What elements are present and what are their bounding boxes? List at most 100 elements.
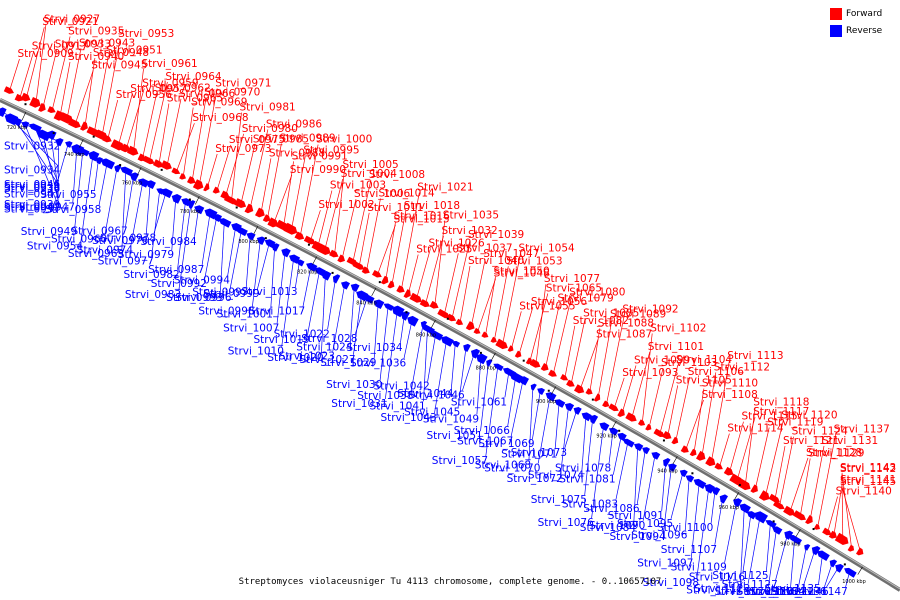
leader-line xyxy=(636,449,646,504)
reverse-gene-arrow xyxy=(256,236,266,245)
forward-gene-arrow xyxy=(705,456,716,467)
reverse-gene-label: Strvi_0967 xyxy=(72,225,128,237)
leader-line xyxy=(403,320,413,359)
reverse-gene-arrow xyxy=(844,567,857,578)
leader-line xyxy=(10,118,59,166)
misc-feature xyxy=(618,429,621,432)
leader-line xyxy=(552,297,572,375)
forward-gene-label: Strvi_1115 xyxy=(742,411,798,423)
leader-line xyxy=(736,417,756,481)
forward-gene-label: Strvi_1120 xyxy=(781,410,837,422)
forward-gene-arrow xyxy=(473,327,481,334)
reverse-gene-arrow xyxy=(545,392,557,402)
leader-line xyxy=(121,170,127,250)
reverse-gene-label: Strvi_1086 xyxy=(583,503,640,515)
forward-gene-label: Strvi_0948 xyxy=(93,47,149,59)
misc-feature xyxy=(92,135,95,138)
leader-line xyxy=(833,484,843,536)
leader-line xyxy=(802,549,816,588)
forward-gene-arrow xyxy=(653,428,665,437)
leader-line xyxy=(107,100,119,140)
forward-gene-arrow xyxy=(714,462,723,470)
leader-line xyxy=(42,49,58,109)
forward-gene-arrow xyxy=(316,243,331,255)
reverse-gene-arrow xyxy=(407,315,419,327)
leader-line xyxy=(354,297,368,335)
reverse-gene-label: Strvi_1070 xyxy=(484,462,540,474)
leader-line xyxy=(779,436,794,506)
forward-gene-arrow xyxy=(729,473,743,486)
reverse-gene-arrow xyxy=(100,158,115,170)
forward-gene-arrow xyxy=(68,118,81,129)
forward-gene-arrow xyxy=(110,139,125,151)
leader-line xyxy=(74,70,94,125)
forward-gene-arrow xyxy=(805,515,813,525)
reverse-gene-arrow xyxy=(471,348,481,359)
forward-gene-arrow xyxy=(187,176,196,184)
forward-gene-arrow xyxy=(160,160,172,170)
leader-line xyxy=(270,246,276,310)
scale-tick-label: 920 kbp xyxy=(596,434,616,440)
reverse-gene-arrow xyxy=(28,123,42,133)
forward-gene-label: Strvi_1011 xyxy=(367,202,423,214)
forward-gene-label: Strvi_1140 xyxy=(836,486,892,498)
leader-line xyxy=(564,325,576,379)
leader-line xyxy=(423,328,428,402)
leader-line xyxy=(219,221,225,293)
leader-line xyxy=(754,427,770,490)
forward-gene-label: Strvi_1055 xyxy=(519,300,575,312)
reverse-gene-label: Strvi_1126 xyxy=(714,586,771,598)
forward-gene-label: Strvi_1032 xyxy=(442,225,498,237)
forward-gene-arrow xyxy=(834,532,849,545)
scale-tick xyxy=(194,196,200,205)
leader-line xyxy=(101,39,121,136)
misc-feature xyxy=(331,271,334,274)
forward-gene-arrow xyxy=(102,134,112,143)
leader-line xyxy=(608,430,614,464)
forward-gene-label: Strvi_1008 xyxy=(369,169,425,181)
forward-gene-label: Strvi_0966 xyxy=(179,88,236,100)
reverse-gene-arrow xyxy=(685,475,695,483)
leader-line xyxy=(178,203,192,290)
reverse-gene-label: Strvi_1029 xyxy=(320,357,376,369)
scale-tick xyxy=(611,420,617,430)
reverse-gene-label: Strvi_1038 xyxy=(357,390,413,402)
forward-gene-label: Strvi_1015 xyxy=(394,214,450,226)
forward-gene-arrow xyxy=(585,388,593,395)
reverse-gene-arrow xyxy=(77,148,90,157)
forward-gene-label: Strvi_1050 xyxy=(494,265,550,277)
scale-tick xyxy=(79,139,84,148)
leader-line xyxy=(764,420,784,497)
leader-line xyxy=(459,266,471,323)
scale-tick xyxy=(312,256,317,265)
leader-line xyxy=(327,278,336,330)
reverse-gene-label: Strvi_1036 xyxy=(350,357,407,369)
forward-gene-label: Strvi_1005 xyxy=(343,159,399,171)
forward-gene-arrow xyxy=(481,331,489,338)
reverse-gene-label: Strvi_1134 xyxy=(749,586,806,598)
leader-line xyxy=(391,210,407,286)
leader-line xyxy=(701,372,717,457)
reverse-gene-label: Strvi_1084 xyxy=(580,522,637,534)
leader-line xyxy=(535,284,547,365)
forward-gene-label: Strvi_0953 xyxy=(118,28,174,40)
leader-line xyxy=(667,385,679,437)
leader-line xyxy=(537,395,551,464)
leader-line xyxy=(281,258,295,347)
forward-gene-label: Strvi_1121 xyxy=(783,435,839,447)
reverse-gene-label: Strvi_0978 xyxy=(100,232,156,244)
forward-gene-arrow xyxy=(255,207,265,218)
forward-gene-arrow xyxy=(267,217,279,228)
reverse-gene-arrow xyxy=(341,281,350,290)
leader-line xyxy=(358,212,370,267)
forward-gene-arrow xyxy=(387,280,395,289)
leader-line xyxy=(353,294,362,355)
leader-line xyxy=(125,175,134,227)
reverse-gene-arrow xyxy=(564,403,575,412)
forward-gene-label: Strvi_0933 xyxy=(55,39,111,51)
reverse-gene-label: Strvi_1051 xyxy=(427,430,483,442)
leader-line xyxy=(176,123,195,172)
reverse-gene-arrow xyxy=(188,200,196,209)
reverse-gene-label: Strvi_1130 xyxy=(737,586,793,598)
leader-line xyxy=(841,472,853,549)
